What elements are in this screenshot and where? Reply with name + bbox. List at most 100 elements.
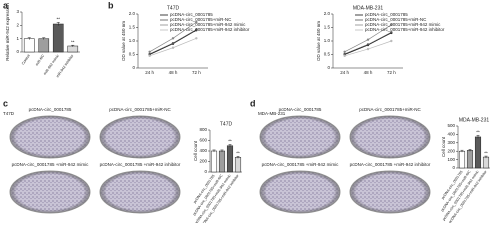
y-axis-label: OD value at 450 nm — [316, 21, 321, 61]
x-tick-label: 24 h — [340, 70, 349, 75]
y-axis-label: Cell count — [441, 136, 446, 157]
x-tick-label: 48 h — [169, 70, 178, 75]
y-tick-label: 600 — [199, 138, 207, 143]
figure: a b c d T47D MDA-MB-231 pcDNA-circ_00017… — [3, 0, 490, 223]
bar — [226, 145, 234, 173]
y-tick-label: 1 — [16, 36, 19, 41]
chart-title: T47D — [220, 121, 233, 127]
legend-label: pcDNA-circ_0001785+miR-942 inhibitor — [365, 27, 445, 32]
point — [195, 28, 198, 31]
legend-label: pcDNA-circ_0001785+miR-942 inhibitor — [170, 27, 250, 32]
y-tick-label: 2.0 — [324, 11, 331, 16]
chart-title: T47D — [167, 5, 180, 11]
significance: ** — [476, 129, 480, 134]
y-tick-label: 3 — [16, 9, 19, 14]
legend-label: pcDNA-circ_0001785+miR-942 mimic — [365, 22, 441, 27]
image-caption: pcDNA-circ_0001785 +miR-942 inhibitor — [350, 162, 431, 167]
bar — [474, 136, 482, 169]
significance: ** — [56, 17, 60, 22]
point — [148, 52, 151, 56]
point — [343, 54, 346, 58]
point — [366, 38, 370, 41]
image-caption: pcDNA-circ_0001785 — [29, 107, 72, 112]
y-tick-label: 200 — [447, 148, 455, 153]
bar — [234, 157, 242, 173]
y-tick-label: 0 — [204, 169, 207, 174]
point — [366, 43, 370, 46]
bar — [466, 150, 474, 169]
legend-label: pcDNA-circ_0001785 — [365, 12, 408, 17]
plate-rim — [100, 116, 180, 158]
bar — [67, 45, 79, 53]
significance: ** — [484, 150, 488, 155]
point — [390, 31, 393, 34]
x-tick-label: pcDNA-circ_0001785+miR-942 mimic — [442, 170, 480, 222]
point — [171, 37, 175, 40]
y-tick-label: 1.5 — [324, 25, 331, 30]
bar — [23, 38, 35, 53]
y-tick-label: 2 — [16, 23, 19, 28]
x-tick-label: 48 h — [364, 70, 373, 75]
y-tick-label: 300 — [447, 140, 455, 145]
plate-rim — [260, 171, 340, 213]
image-caption: pcDNA-circ_0001785 +miR-942 mimic — [12, 162, 89, 167]
y-axis-label: OD value at 450 nm — [121, 21, 126, 61]
series-line — [149, 29, 197, 55]
panel-label: a — [3, 0, 9, 10]
point — [390, 23, 393, 26]
significance: ** — [71, 39, 75, 44]
significance: ** — [228, 139, 232, 144]
legend-label: pcDNA-circ_0001785 — [170, 12, 213, 17]
y-tick-label: 200 — [199, 159, 207, 164]
bar — [482, 156, 490, 169]
x-tick-label: 72 h — [387, 70, 396, 75]
legend-label: pcDNA-circ_0001785+miR-942 mimic — [170, 22, 246, 27]
chart-title: MDA-MB-231 — [353, 5, 384, 11]
y-tick-label: 0 — [132, 65, 135, 70]
plate-rim — [350, 116, 430, 158]
plate-rim — [10, 116, 90, 158]
y-tick-label: 400 — [447, 132, 455, 137]
legend-label: pcDNA-circ_0001785+miR-NC — [365, 17, 427, 22]
cell-line: MDA-MB-231 — [258, 111, 286, 116]
y-tick-label: 1.0 — [129, 38, 136, 43]
y-axis-label: Cell count — [193, 140, 198, 161]
point — [171, 46, 175, 49]
point — [343, 52, 346, 56]
y-tick-label: 500 — [447, 123, 455, 128]
point — [195, 37, 198, 40]
plate-rim — [100, 171, 180, 213]
chart-title: MDA-MB-231 — [459, 117, 490, 123]
image-caption: pcDNA-circ_0001785+miR-NC — [359, 107, 421, 112]
image-caption: pcDNA-circ_0001785+miR-NC — [109, 107, 171, 112]
y-tick-label: 0 — [16, 49, 19, 54]
plate-rim — [260, 116, 340, 158]
y-tick-label: 800 — [199, 127, 207, 132]
bar — [210, 150, 218, 173]
image-caption: pcDNA-circ_0001785 +miR-942 mimic — [262, 162, 339, 167]
y-tick-label: 100 — [447, 157, 455, 162]
y-axis-label: Relative miR-942 expression — [5, 3, 10, 61]
panel-label: d — [250, 98, 256, 108]
x-tick-label: Control — [21, 54, 31, 66]
x-tick-label: 24 h — [145, 70, 154, 75]
point — [195, 20, 198, 24]
cell-line: T47D — [3, 111, 15, 116]
bar — [38, 38, 50, 53]
y-tick-label: 400 — [199, 148, 207, 153]
plate-rim — [350, 171, 430, 213]
point — [366, 47, 370, 51]
y-tick-label: 1.0 — [324, 38, 331, 43]
image-caption: pcDNA-circ_0001785 — [279, 107, 322, 112]
point — [148, 50, 151, 53]
x-tick-label: 72 h — [192, 70, 201, 75]
point — [390, 39, 393, 43]
panel-label: b — [108, 0, 114, 10]
y-tick-label: 1.5 — [129, 25, 136, 30]
point — [343, 50, 346, 53]
y-tick-label: 0 — [327, 65, 330, 70]
image-caption: pcDNA-circ_0001785 +miR-942 inhibitor — [100, 162, 181, 167]
x-tick-label: miR-NC — [35, 53, 46, 66]
bar — [218, 150, 226, 173]
bar — [52, 23, 64, 53]
